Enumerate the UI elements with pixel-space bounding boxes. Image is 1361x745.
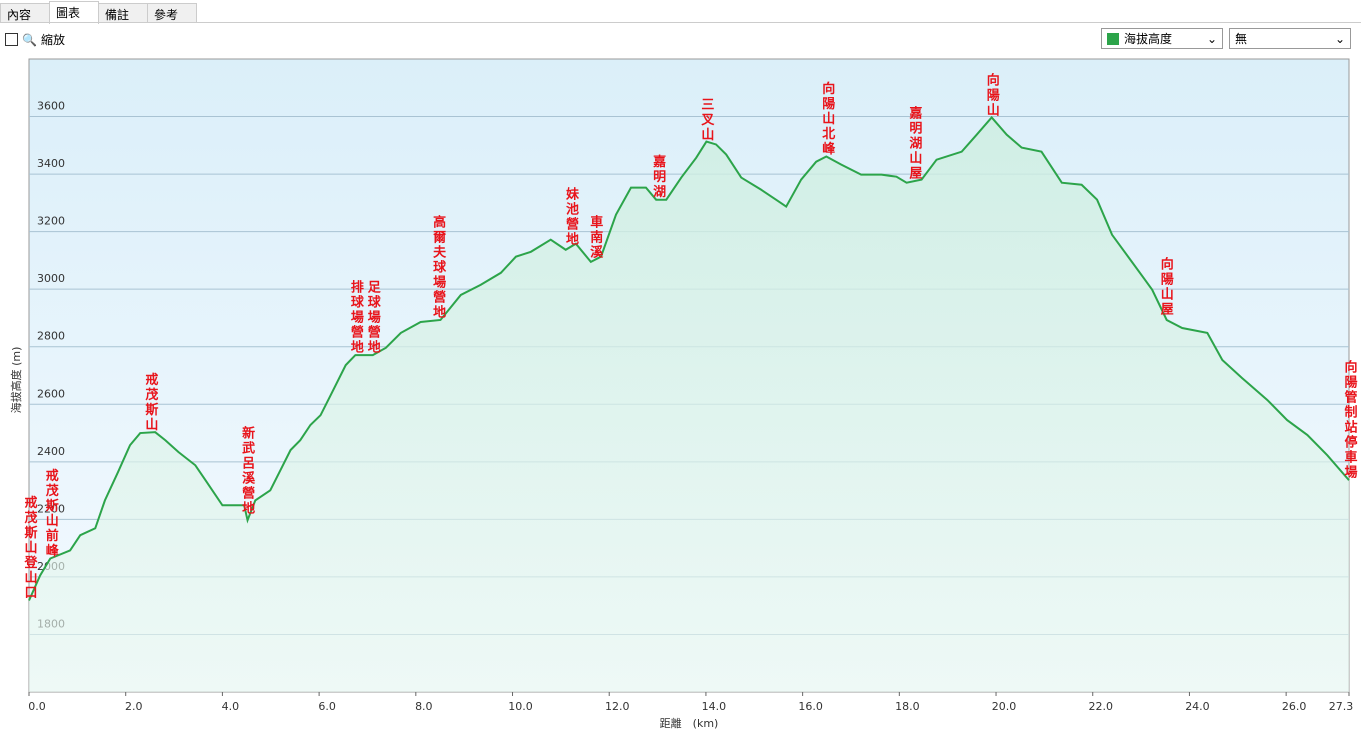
x-tick-label: 2.0	[125, 700, 143, 713]
waypoint-label: 三叉山	[698, 97, 715, 142]
waypoint-label: 嘉明湖山屋	[906, 106, 923, 182]
zoom-label: 縮放	[40, 33, 65, 47]
arrow: ⌄	[1206, 31, 1217, 46]
y-tick-label: 2000	[37, 560, 65, 573]
zoom-control[interactable]: 🔍 縮放	[5, 31, 65, 48]
waypoint-label: 向陽山	[984, 72, 1000, 118]
x-tick-label: 16.0	[798, 700, 823, 713]
x-tick-label: 20.0	[992, 700, 1017, 713]
waypoint-label: 戒茂斯山前峰	[43, 468, 59, 559]
tab[interactable]: 圖表	[49, 1, 99, 24]
y-tick-label: 3000	[37, 272, 65, 285]
x-tick-label: 18.0	[895, 700, 920, 713]
y-axis-title: 海拔高度 (m)	[9, 347, 23, 414]
x-tick-label: 12.0	[605, 700, 630, 713]
waypoint-label: 排球場營地	[348, 280, 364, 356]
y-tick-label: 3400	[37, 157, 65, 170]
x-tick-label: 22.0	[1088, 700, 1113, 713]
x-tick-label: 0.0	[28, 700, 46, 713]
swatch	[1107, 32, 1119, 45]
y-tick-label: 2800	[37, 330, 65, 343]
elevation-line	[28, 115, 1350, 601]
x-axis-title: 距離 (km)	[660, 716, 719, 730]
tab[interactable]: 內容	[0, 3, 50, 23]
y-tick-label: 2400	[37, 445, 65, 458]
arrow: ⌄	[1334, 31, 1345, 46]
y-tick-label: 3600	[37, 100, 65, 113]
waypoint-label: 車南溪	[587, 214, 603, 260]
divider	[0, 22, 1361, 23]
x-tick-label: 8.0	[415, 700, 433, 713]
x-tick-label: 24.0	[1185, 700, 1210, 713]
elevation-area	[29, 117, 1349, 693]
x-tick-label: 6.0	[318, 700, 336, 713]
y-tick-label: 2600	[37, 387, 65, 400]
y-tick-label: 2200	[37, 502, 65, 515]
select-label: 無	[1235, 32, 1248, 46]
select-label: 海拔高度	[1124, 32, 1173, 46]
waypoint-label: 嘉明湖	[650, 154, 667, 200]
y-tick-label: 1800	[37, 617, 65, 630]
plot-area	[28, 58, 1350, 693]
waypoint-label: 戒茂斯山	[142, 372, 158, 433]
x-tick-label: 10.0	[508, 700, 533, 713]
waypoint-label: 妹池營地	[563, 186, 580, 247]
x-tick-label: 14.0	[702, 700, 727, 713]
waypoint-label: 向陽山屋	[1158, 256, 1174, 317]
x-tick-label: 26.0	[1282, 700, 1307, 713]
waypoint-label: 足球場營地	[365, 280, 381, 355]
tab[interactable]: 參考	[147, 3, 197, 23]
compare-select[interactable]: 無 ⌄	[1229, 28, 1351, 49]
y-tick-label: 3200	[37, 215, 65, 228]
tab-bar: 內容 圖表 備註 參考	[0, 1, 197, 24]
waypoint-label: 向陽管制站停車場	[1342, 360, 1358, 481]
x-tick-label: 4.0	[222, 700, 240, 713]
waypoint-label: 向陽山北峰	[819, 81, 835, 157]
tab[interactable]: 備註	[98, 3, 148, 23]
checkbox[interactable]	[5, 33, 18, 46]
zoom-icon: 🔍	[22, 32, 37, 47]
x-tick-label: 27.3	[1329, 700, 1354, 713]
waypoint-label: 高爾夫球場營地	[430, 215, 447, 321]
series-select[interactable]: 海拔高度 ⌄	[1101, 28, 1223, 49]
waypoint-label: 新武呂溪營地	[239, 425, 255, 516]
waypoint-label: 戒茂斯山登山口	[22, 495, 39, 601]
